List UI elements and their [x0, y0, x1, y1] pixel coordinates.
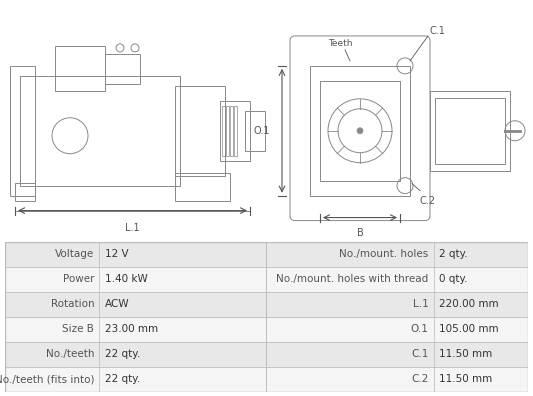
Text: 1.40 kW: 1.40 kW	[104, 274, 147, 284]
Text: Voltage: Voltage	[55, 249, 94, 259]
Bar	[220, 101, 250, 161]
Text: 105.00 mm: 105.00 mm	[439, 324, 498, 334]
Text: 2 qty.: 2 qty.	[439, 249, 467, 259]
Text: O.1: O.1	[254, 126, 270, 136]
Bar	[245, 111, 265, 151]
Bar	[435, 98, 505, 164]
Text: 23.00 mm: 23.00 mm	[104, 324, 158, 334]
Bar	[266, 367, 528, 392]
Bar	[266, 342, 528, 367]
Text: L.1: L.1	[413, 299, 429, 309]
Text: C.2: C.2	[411, 375, 429, 385]
Text: 220.00 mm: 220.00 mm	[439, 299, 498, 309]
Text: 11.50 mm: 11.50 mm	[439, 375, 492, 385]
Text: No./teeth (fits into): No./teeth (fits into)	[0, 375, 94, 385]
Bar	[266, 242, 528, 267]
Bar	[310, 66, 410, 196]
Bar	[175, 86, 225, 176]
Bar	[10, 66, 35, 196]
Text: 11.50 mm: 11.50 mm	[439, 349, 492, 360]
Bar	[266, 317, 528, 342]
Bar	[430, 91, 510, 171]
Text: C.1: C.1	[430, 26, 446, 36]
Text: No./teeth: No./teeth	[46, 349, 94, 360]
Bar	[320, 81, 400, 181]
Bar	[5, 267, 266, 292]
Text: L.1: L.1	[125, 223, 139, 232]
Text: No./mount. holes: No./mount. holes	[339, 249, 429, 259]
Text: 12 V: 12 V	[104, 249, 128, 259]
Bar	[230, 106, 233, 156]
Bar	[5, 292, 266, 317]
Bar	[55, 46, 105, 91]
Bar	[266, 292, 528, 317]
Bar	[20, 76, 180, 186]
Bar	[5, 317, 266, 342]
Text: 22 qty.: 22 qty.	[104, 349, 140, 360]
Circle shape	[357, 128, 363, 134]
Bar	[226, 106, 229, 156]
Text: C.2: C.2	[420, 196, 436, 206]
Text: Rotation: Rotation	[51, 299, 94, 309]
Bar	[5, 367, 266, 392]
Text: ACW: ACW	[104, 299, 129, 309]
Text: C.1: C.1	[411, 349, 429, 360]
Text: Teeth: Teeth	[328, 39, 352, 48]
Text: B: B	[357, 228, 364, 238]
Text: No./mount. holes with thread: No./mount. holes with thread	[276, 274, 429, 284]
Text: O.1: O.1	[410, 324, 429, 334]
Bar	[5, 342, 266, 367]
Bar	[15, 183, 35, 201]
Bar	[266, 267, 528, 292]
Bar	[175, 173, 230, 201]
Text: 22 qty.: 22 qty.	[104, 375, 140, 385]
Text: 0 qty.: 0 qty.	[439, 274, 467, 284]
Text: Power: Power	[63, 274, 94, 284]
Bar	[105, 54, 140, 84]
Bar	[222, 106, 225, 156]
Bar	[5, 242, 266, 267]
Text: Size B: Size B	[62, 324, 94, 334]
Bar	[234, 106, 237, 156]
